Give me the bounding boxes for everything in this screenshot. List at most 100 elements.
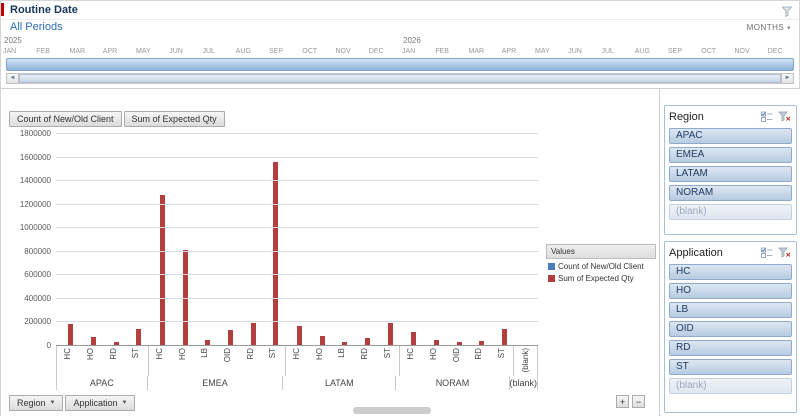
slicer-item-rd[interactable]: RD xyxy=(669,340,792,356)
slicer-item-st[interactable]: ST xyxy=(669,359,792,375)
timeline-month-label[interactable]: JUN xyxy=(169,48,183,55)
chart-category xyxy=(57,134,80,345)
scroll-right-button[interactable]: ► xyxy=(781,73,794,84)
timeline-month-label[interactable]: MAY xyxy=(535,48,550,55)
axis-field-button-application[interactable]: Application ▼ xyxy=(65,395,136,411)
slicer-item-blank[interactable]: (blank) xyxy=(669,204,792,220)
axis-field-button-application-label: Application xyxy=(73,398,118,408)
slicer-item-emea[interactable]: EMEA xyxy=(669,147,792,163)
timeline-month-label[interactable]: FEB xyxy=(36,48,50,55)
timeline-month-label[interactable]: NOV xyxy=(734,48,750,55)
timeline-month-label[interactable]: MAR xyxy=(468,48,485,55)
category-label-cell: ST xyxy=(491,346,514,376)
timeline-month-label[interactable]: DEC xyxy=(767,48,783,55)
chart-bar-qty[interactable] xyxy=(456,342,462,345)
chart-bar-qty[interactable] xyxy=(365,338,371,345)
timeline-month-label[interactable]: JAN xyxy=(402,48,416,55)
axis-field-button-region[interactable]: Region ▼ xyxy=(9,395,64,411)
slicer-item-apac[interactable]: APAC xyxy=(669,128,792,144)
value-field-button-qty[interactable]: Sum of Expected Qty xyxy=(123,111,225,127)
chart-bar-qty[interactable] xyxy=(342,342,348,345)
chart-legend: Values Count of New/Old Client Sum of Exp… xyxy=(546,244,656,283)
chart-bar-group xyxy=(286,134,400,345)
slicer-item-blank[interactable]: (blank) xyxy=(669,378,792,394)
timeline-month-label[interactable]: NOV xyxy=(335,48,351,55)
timeline-month-label[interactable]: OCT xyxy=(701,48,717,55)
chart-bar-qty[interactable] xyxy=(91,337,96,345)
clear-filter-icon[interactable] xyxy=(777,246,792,259)
slicer-item-latam[interactable]: LATAM xyxy=(669,166,792,182)
zoom-in-button[interactable]: + xyxy=(616,395,629,408)
timeline-scrollbar-track[interactable] xyxy=(19,73,781,84)
chart-bar-qty[interactable] xyxy=(68,324,74,345)
timeline-month-label[interactable]: SEP xyxy=(668,48,683,55)
chart-bar-qty[interactable] xyxy=(113,342,119,345)
category-axis-label: HO xyxy=(177,348,187,360)
category-axis-label: HC xyxy=(63,348,73,360)
timeline-month-label[interactable]: JUL xyxy=(202,48,215,55)
timeline-level-dropdown[interactable]: MONTHS ▾ xyxy=(747,23,791,32)
timeline-selection-band[interactable] xyxy=(6,58,794,71)
timeline-month-label[interactable]: JUL xyxy=(601,48,614,55)
category-label-cell: LB xyxy=(331,346,354,376)
timeline-month-label[interactable]: APR xyxy=(501,48,517,55)
category-label-cell: LB xyxy=(194,346,217,376)
zoom-out-button[interactable]: − xyxy=(632,395,645,408)
slicer-item-ho[interactable]: HO xyxy=(669,283,792,299)
slicer-item-hc[interactable]: HC xyxy=(669,264,792,280)
chart-bar-qty[interactable] xyxy=(228,330,234,345)
timeline-month-label[interactable]: DEC xyxy=(368,48,384,55)
slicer-item-noram[interactable]: NORAM xyxy=(669,185,792,201)
timeline-month-label[interactable]: MAY xyxy=(136,48,151,55)
timeline-month-label[interactable]: JAN xyxy=(3,48,17,55)
slicer-items: APAC EMEA LATAM NORAM (blank) xyxy=(669,128,792,220)
scroll-left-button[interactable]: ◄ xyxy=(6,73,19,84)
slicer-item-oid[interactable]: OID xyxy=(669,321,792,337)
value-field-button-qty-label: Sum of Expected Qty xyxy=(131,114,217,124)
slicer-item-lb[interactable]: LB xyxy=(669,302,792,318)
slicer-panel: Region xyxy=(661,89,800,416)
chart-bar-qty[interactable] xyxy=(136,329,142,345)
group-axis-label: APAC xyxy=(57,376,148,390)
value-field-button-count[interactable]: Count of New/Old Client xyxy=(9,111,122,127)
chart-bar-qty[interactable] xyxy=(205,340,211,345)
chart-category xyxy=(354,134,377,345)
chart-bar-qty[interactable] xyxy=(387,323,393,345)
chart-bar-qty[interactable] xyxy=(182,250,188,345)
chart-bar-qty[interactable] xyxy=(411,332,417,345)
chart-bar-qty[interactable] xyxy=(479,341,485,345)
chart-bar-qty[interactable] xyxy=(160,195,165,345)
chart-bar-qty[interactable] xyxy=(319,336,325,345)
chart-bar-group xyxy=(514,134,538,345)
chart-bar-group xyxy=(57,134,149,345)
timeline-header: Routine Date xyxy=(1,1,799,20)
timeline-month-label[interactable]: FEB xyxy=(435,48,449,55)
chart-bar-qty[interactable] xyxy=(273,162,279,345)
timeline-scrollbar-thumb[interactable] xyxy=(19,74,781,83)
chart-bar-qty[interactable] xyxy=(502,329,508,345)
chart-category xyxy=(468,134,491,345)
chart-category xyxy=(286,134,309,345)
horizontal-scrollbar-thumb[interactable] xyxy=(353,407,431,414)
clear-filter-icon[interactable] xyxy=(777,110,792,123)
timeline-month-label[interactable]: MAR xyxy=(69,48,86,55)
category-label-cell: HC xyxy=(286,346,309,376)
slicer-header: Application xyxy=(669,244,792,261)
chart-category xyxy=(217,134,240,345)
timeline-month-label[interactable]: SEP xyxy=(269,48,284,55)
timeline-month-label[interactable]: OCT xyxy=(302,48,318,55)
multi-select-icon[interactable] xyxy=(759,110,774,123)
timeline-month-label[interactable]: JUN xyxy=(568,48,582,55)
chart-bar-qty[interactable] xyxy=(250,323,256,345)
clear-filter-icon[interactable] xyxy=(781,4,793,22)
multi-select-icon[interactable] xyxy=(759,246,774,259)
legend-entry-label: Sum of Expected Qty xyxy=(558,274,634,283)
category-label-cell: HO xyxy=(308,346,331,376)
y-axis-tick-label: 800000 xyxy=(24,246,51,256)
chart-bar-qty[interactable] xyxy=(434,340,439,345)
chart-bar-qty[interactable] xyxy=(297,326,302,345)
timeline-month-label[interactable]: AUG xyxy=(235,48,251,55)
timeline-month-label[interactable]: AUG xyxy=(634,48,650,55)
timeline-month-label[interactable]: APR xyxy=(102,48,118,55)
category-axis-label: HO xyxy=(86,348,95,360)
